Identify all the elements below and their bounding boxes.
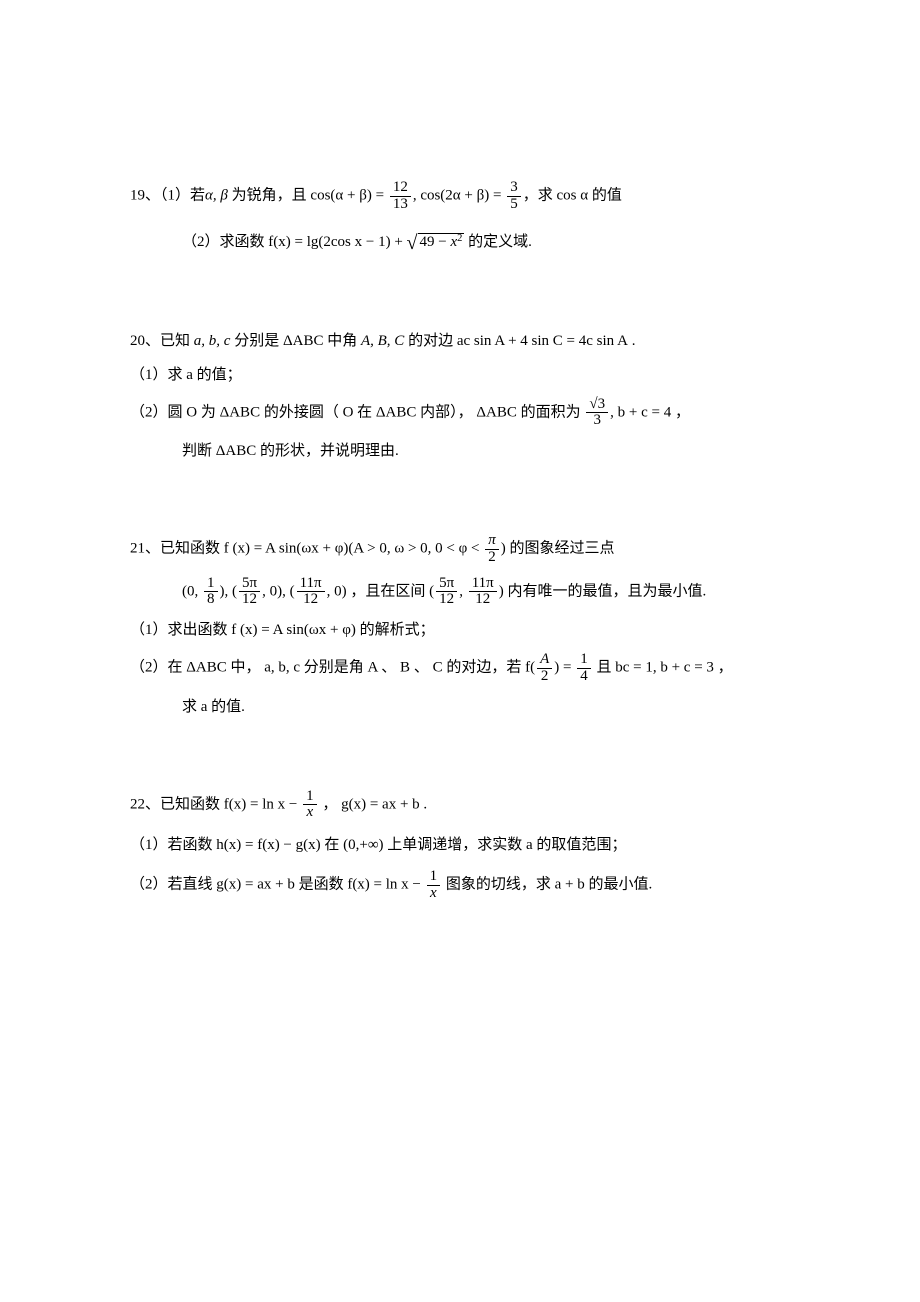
text: （2）求函数 (182, 234, 268, 250)
text: , 0), ( (262, 583, 295, 599)
fraction-A-2: A2 (537, 652, 552, 685)
problem-21: 21、已知函数 f (x) = A sin(ωx + φ)(A > 0, ω >… (130, 533, 790, 719)
math-fx: f (x) = A sin(ωx + φ)(A > 0, ω > 0, 0 < … (224, 541, 483, 557)
problem-20-part2: （2）圆 O 为 ΔABC 的外接圆（ O 在 ΔABC 内部）， ΔABC 的… (130, 397, 790, 430)
problem-21-part1: （1）求出函数 f (x) = A sin(ωx + φ) 的解析式； (130, 618, 790, 642)
text: , b + c = 4 ， (610, 404, 690, 420)
text: ), ( (220, 583, 238, 599)
problem-number: 19、 (130, 188, 160, 204)
text: 已知函数 (160, 541, 224, 557)
text: （2）若直线 g(x) = ax + b 是函数 f(x) = ln x − (130, 877, 425, 893)
text: (0, (182, 583, 202, 599)
document-page: 19、（1）若α, β 为锐角，且 cos(α + β) = 1213, cos… (0, 0, 920, 1032)
sqrt: √49 − x2 (407, 227, 465, 259)
math-fx: f(x) = lg(2cos x − 1) + (268, 234, 406, 250)
problem-22-part1: （1）若函数 h(x) = f(x) − g(x) 在 (0,+∞) 上单调递增… (130, 833, 790, 857)
problem-22-line1: 22、已知函数 f(x) = ln x − 1x ， g(x) = ax + b… (130, 789, 790, 822)
text: （1）求出函数 f (x) = A sin(ωx + φ) 的解析式； (130, 622, 435, 638)
text: ) 的图象经过三点 (501, 541, 615, 557)
text: 判断 ΔABC 的形状，并说明理由. (182, 443, 399, 459)
fraction-1-x-b: 1x (427, 869, 441, 902)
text: （2）在 ΔABC 中， a, b, c 分别是角 A 、 B 、 C 的对边，… (130, 660, 535, 676)
problem-number: 21、 (130, 541, 160, 557)
problem-20: 20、已知 a, b, c 分别是 ΔABC 中角 A, B, C 的对边 ac… (130, 329, 790, 464)
text: 为锐角，且 (228, 188, 311, 204)
text: （2）圆 O 为 ΔABC 的外接圆（ O 在 ΔABC 内部）， ΔABC 的… (130, 404, 584, 420)
text: 的对边 (404, 333, 457, 349)
fraction-11pi-12b: 11π12 (469, 576, 497, 609)
text: （1）求 a 的值； (130, 367, 242, 383)
text: 且 bc = 1, b + c = 3 ， (593, 660, 733, 676)
problem-number: 20、 (130, 333, 160, 349)
text: ，求 cos α 的值 (523, 188, 622, 204)
text: ) 内有唯一的最值，且为最小值. (499, 583, 707, 599)
problem-number: 22、 (130, 796, 160, 812)
fraction-11pi-12: 11π12 (297, 576, 325, 609)
text: 求 a 的值. (182, 699, 245, 715)
math-ABC: A, B, C (361, 333, 404, 349)
fraction-5pi-12: 5π12 (239, 576, 260, 609)
problem-21-part2: （2）在 ΔABC 中， a, b, c 分别是角 A 、 B 、 C 的对边，… (130, 652, 790, 685)
fraction-1-x: 1x (303, 789, 317, 822)
problem-22-part2: （2）若直线 g(x) = ax + b 是函数 f(x) = ln x − 1… (130, 869, 790, 902)
text: （1）若函数 h(x) = f(x) − g(x) 在 (0,+∞) 上单调递增… (130, 837, 626, 853)
problem-19: 19、（1）若α, β 为锐角，且 cos(α + β) = 1213, cos… (130, 180, 790, 259)
problem-20-line1: 20、已知 a, b, c 分别是 ΔABC 中角 A, B, C 的对边 ac… (130, 329, 790, 353)
math-fx: f(x) = ln x − (224, 796, 301, 812)
math-cos1: cos(α + β) = (310, 188, 387, 204)
math-cos2: cos(2α + β) = (420, 188, 505, 204)
text: 已知函数 (160, 796, 224, 812)
problem-20-part2-line2: 判断 ΔABC 的形状，并说明理由. (130, 439, 790, 463)
problem-22: 22、已知函数 f(x) = ln x − 1x ， g(x) = ax + b… (130, 789, 790, 902)
fraction-1-8: 18 (204, 576, 218, 609)
text: 的定义域. (464, 234, 532, 250)
text: . (628, 333, 636, 349)
fraction-3-5: 35 (507, 180, 521, 213)
problem-21-line1: 21、已知函数 f (x) = A sin(ωx + φ)(A > 0, ω >… (130, 533, 790, 566)
text: 中角 (323, 333, 361, 349)
problem-21-part2-line2: 求 a 的值. (130, 695, 790, 719)
math-equation: ac sin A + 4 sin C = 4c sin A (457, 333, 628, 349)
text: 分别是 (230, 333, 283, 349)
math-alpha-beta: α, β (205, 188, 228, 204)
fraction-sqrt3-3: √33 (586, 397, 608, 430)
fraction-5pi-12b: 5π12 (436, 576, 457, 609)
fraction-1-4: 14 (577, 652, 591, 685)
math-abc: a, b, c (194, 333, 231, 349)
text: , (459, 583, 467, 599)
problem-20-part1: （1）求 a 的值； (130, 363, 790, 387)
problem-19-part1: 19、（1）若α, β 为锐角，且 cos(α + β) = 1213, cos… (130, 180, 790, 213)
text: ， g(x) = ax + b . (319, 796, 428, 812)
problem-19-part2: （2）求函数 f(x) = lg(2cos x − 1) + √49 − x2 … (130, 227, 790, 259)
math-triangle: ΔABC (283, 333, 324, 349)
text: , 0) ，且在区间 ( (327, 583, 435, 599)
text: （1）若 (160, 188, 205, 204)
text: 图象的切线，求 a + b 的最小值. (442, 877, 652, 893)
text: ) = (554, 660, 575, 676)
fraction-pi-2: π2 (485, 533, 499, 566)
fraction-12-13: 1213 (390, 180, 411, 213)
problem-21-line2: (0, 18), (5π12, 0), (11π12, 0) ，且在区间 (5π… (130, 576, 790, 609)
text: 已知 (160, 333, 194, 349)
